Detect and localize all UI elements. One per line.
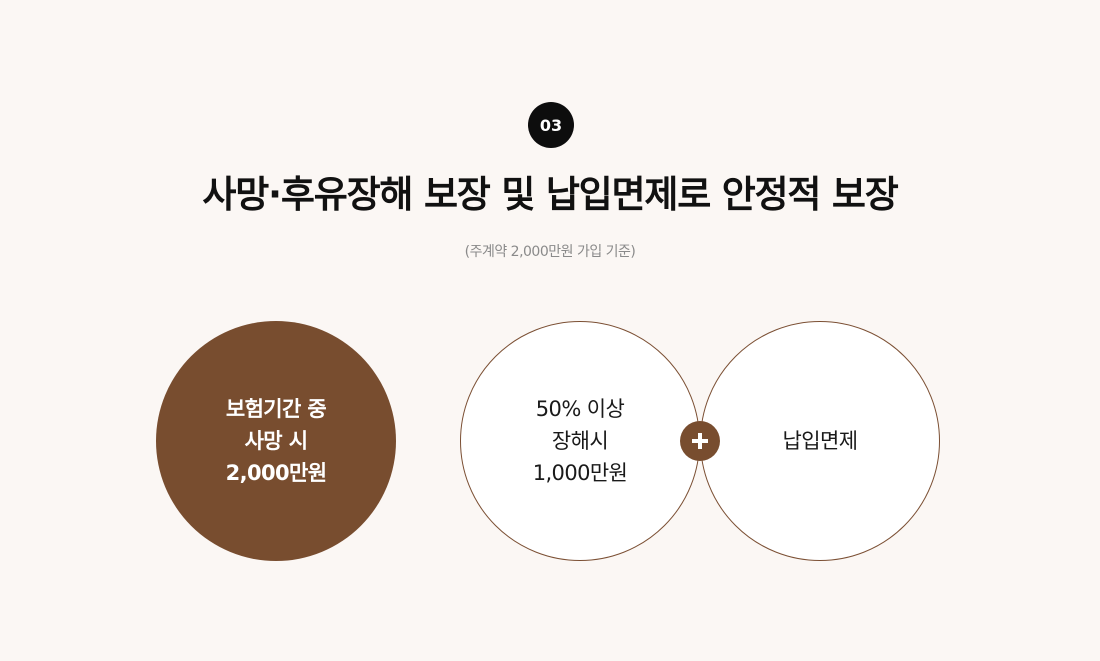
death-benefit-line-1: 보험기간 중 <box>225 397 327 421</box>
premium-waiver-circle: 납입면제 <box>700 321 940 561</box>
disability-benefit-line-2: 장해시 <box>551 429 609 453</box>
death-benefit-line-2: 사망 시 <box>244 429 308 453</box>
disability-benefit-circle: 50% 이상 장해시 1,000만원 <box>460 321 700 561</box>
death-benefit-amount: 2,000만원 <box>225 461 327 485</box>
plus-icon <box>692 433 708 449</box>
step-number-badge: 03 <box>528 102 574 148</box>
page-subtitle: (주계약 2,000만원 가입 기준) <box>464 244 636 260</box>
disability-benefit-line-1: 50% 이상 <box>535 397 625 421</box>
death-benefit-circle: 보험기간 중 사망 시 2,000만원 <box>156 321 396 561</box>
page-title: 사망·후유장해 보장 및 납입면제로 안정적 보장 <box>202 173 898 216</box>
step-number: 03 <box>539 115 563 135</box>
disability-benefit-amount: 1,000만원 <box>532 461 628 485</box>
plus-badge <box>680 421 720 461</box>
premium-waiver-label: 납입면제 <box>782 429 858 453</box>
